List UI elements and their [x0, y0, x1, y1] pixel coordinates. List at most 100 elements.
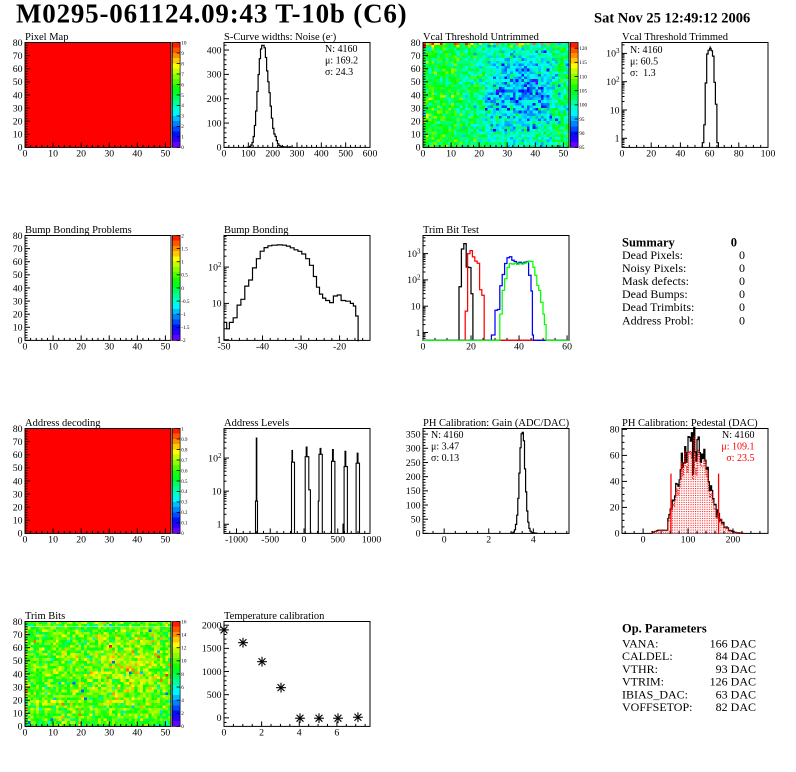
svg-text:0: 0: [620, 149, 625, 160]
svg-text:2: 2: [486, 535, 491, 546]
svg-text:50: 50: [160, 342, 170, 353]
svg-text:Bump Bonding: Bump Bonding: [224, 225, 289, 236]
svg-text:40: 40: [13, 90, 23, 101]
svg-text:Dead Pixels:: Dead Pixels:: [622, 248, 683, 262]
svg-text:μ: 169.2: μ: 169.2: [325, 56, 358, 67]
svg-text:103: 103: [606, 47, 620, 60]
svg-text:60: 60: [13, 257, 23, 268]
svg-text:σ: 24.3: σ: 24.3: [325, 67, 353, 78]
svg-text:70: 70: [13, 51, 23, 62]
svg-text:30: 30: [411, 103, 421, 114]
svg-text:115: 115: [579, 60, 587, 66]
svg-text:80: 80: [13, 424, 23, 435]
svg-text:200: 200: [265, 149, 280, 160]
svg-text:0: 0: [181, 145, 184, 151]
svg-text:0.7: 0.7: [181, 459, 188, 464]
svg-text:M0295-061124.09:43 T-10b (C6): M0295-061124.09:43 T-10b (C6): [16, 0, 407, 28]
svg-text:102: 102: [606, 76, 620, 89]
svg-text:0: 0: [739, 274, 745, 288]
svg-text:30: 30: [502, 149, 512, 160]
svg-text:10: 10: [48, 149, 58, 160]
svg-text:10: 10: [13, 323, 23, 334]
svg-text:-2: -2: [181, 338, 186, 344]
svg-text:120: 120: [579, 46, 587, 52]
svg-text:0: 0: [641, 535, 646, 546]
svg-text:-20: -20: [333, 342, 346, 353]
svg-text:60: 60: [13, 64, 23, 75]
svg-text:9: 9: [181, 51, 184, 57]
svg-text:-50: -50: [217, 342, 230, 353]
svg-text:0.6: 0.6: [181, 469, 188, 474]
svg-text:40: 40: [610, 477, 620, 488]
svg-text:0.5: 0.5: [181, 480, 188, 485]
svg-text:100: 100: [406, 500, 421, 511]
svg-text:Vcal Threshold Trimmed: Vcal Threshold Trimmed: [622, 32, 729, 43]
svg-text:100: 100: [761, 149, 776, 160]
svg-text:102: 102: [208, 261, 222, 274]
svg-text:600: 600: [363, 149, 378, 160]
svg-text:0.4: 0.4: [181, 490, 188, 495]
svg-text:Dead Trimbits:: Dead Trimbits:: [622, 300, 694, 314]
svg-text:500: 500: [338, 149, 353, 160]
svg-text:N: 4160: N: 4160: [431, 430, 464, 441]
svg-text:PH Calibration: Pedestal (DAC): PH Calibration: Pedestal (DAC): [622, 418, 758, 429]
svg-text:200: 200: [726, 535, 741, 546]
svg-text:10: 10: [13, 516, 23, 527]
svg-text:0: 0: [416, 143, 421, 154]
svg-text:100: 100: [207, 118, 222, 129]
svg-text:2: 2: [181, 124, 184, 130]
svg-text:200: 200: [406, 472, 421, 483]
svg-text:90: 90: [579, 131, 585, 137]
svg-text:1: 1: [217, 335, 222, 346]
svg-text:0: 0: [23, 535, 28, 546]
svg-text:40: 40: [132, 535, 142, 546]
svg-text:50: 50: [411, 515, 421, 526]
svg-text:0.2: 0.2: [181, 511, 188, 516]
svg-text:1.5: 1.5: [181, 246, 188, 252]
svg-text:-1000: -1000: [225, 535, 248, 546]
svg-text:0: 0: [731, 236, 737, 250]
svg-text:50: 50: [558, 149, 568, 160]
svg-text:40: 40: [132, 342, 142, 353]
svg-text:80: 80: [13, 38, 23, 49]
svg-text:0: 0: [23, 149, 28, 160]
svg-text:110: 110: [579, 74, 587, 80]
svg-text:0: 0: [217, 143, 222, 154]
svg-text:102: 102: [208, 452, 222, 465]
svg-text:50: 50: [13, 463, 23, 474]
svg-text:10: 10: [411, 130, 421, 141]
svg-text:N: 4160: N: 4160: [722, 430, 755, 441]
svg-text:30: 30: [13, 296, 23, 307]
svg-text:10: 10: [48, 535, 58, 546]
svg-text:105: 105: [579, 88, 587, 94]
svg-text:2: 2: [181, 233, 184, 239]
svg-text:10: 10: [181, 40, 187, 46]
svg-text:50: 50: [160, 149, 170, 160]
svg-text:0.9: 0.9: [181, 438, 188, 443]
svg-text:70: 70: [13, 437, 23, 448]
svg-text:0.3: 0.3: [181, 501, 188, 506]
svg-text:102: 102: [407, 274, 421, 287]
svg-text:-30: -30: [295, 342, 308, 353]
svg-text:Vcal Threshold Untrimmed: Vcal Threshold Untrimmed: [423, 32, 540, 43]
svg-text:Summary: Summary: [622, 236, 676, 250]
svg-text:0: 0: [421, 149, 426, 160]
svg-text:σ: 1.3: σ: 1.3: [630, 68, 656, 79]
svg-text:70: 70: [411, 51, 421, 62]
svg-text:4: 4: [181, 103, 184, 109]
svg-text:350: 350: [406, 429, 421, 440]
svg-text:50: 50: [13, 77, 23, 88]
svg-text:40: 40: [411, 90, 421, 101]
svg-text:20: 20: [76, 149, 86, 160]
svg-text:500: 500: [330, 535, 345, 546]
svg-text:60: 60: [13, 450, 23, 461]
svg-text:-500: -500: [261, 535, 279, 546]
svg-text:20: 20: [466, 342, 476, 353]
svg-text:0: 0: [18, 529, 23, 540]
svg-text:200: 200: [207, 94, 222, 105]
svg-text:100: 100: [579, 103, 587, 109]
svg-text:Address Levels: Address Levels: [224, 418, 289, 429]
svg-text:8: 8: [181, 61, 184, 67]
svg-text:0: 0: [739, 313, 745, 327]
svg-text:0.5: 0.5: [181, 273, 188, 279]
